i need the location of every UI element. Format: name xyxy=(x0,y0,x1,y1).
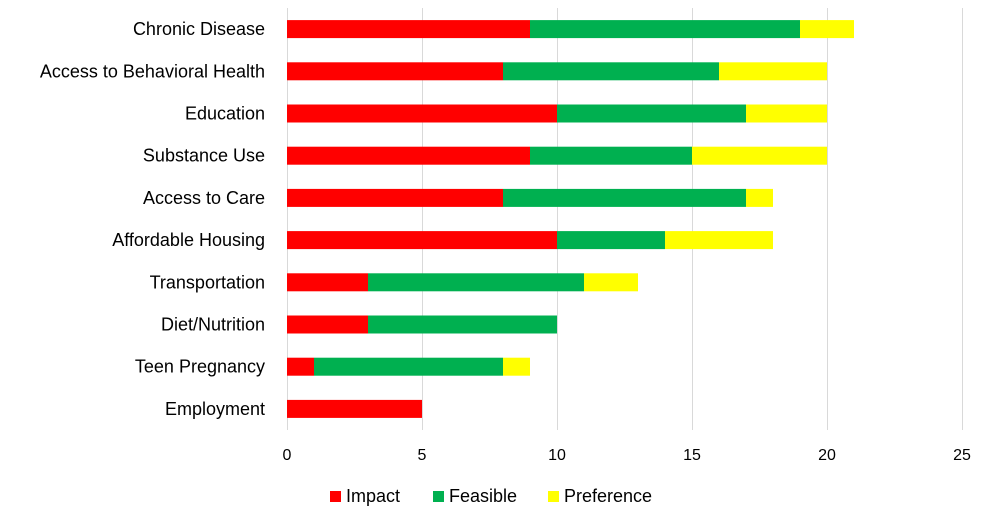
category-label: Chronic Disease xyxy=(133,19,265,39)
legend-label: Preference xyxy=(564,486,652,506)
bar-segment-impact xyxy=(287,399,422,418)
bar-segment-impact xyxy=(287,104,557,123)
bar-segment-feasible xyxy=(557,231,665,250)
bar-segment-feasible xyxy=(530,146,692,165)
x-tick-labels: 0 5 10 15 20 25 xyxy=(283,447,971,464)
legend-swatch-preference xyxy=(548,491,559,502)
bar-segment-impact xyxy=(287,20,530,39)
category-label: Education xyxy=(185,104,265,124)
bar-segment-impact xyxy=(287,188,503,207)
bar-segment-preference xyxy=(746,104,827,123)
category-label: Teen Pregnancy xyxy=(135,357,265,377)
bar-segment-feasible xyxy=(368,315,557,334)
legend-swatch-impact xyxy=(330,491,341,502)
legend-swatch-feasible xyxy=(433,491,444,502)
bar-segment-preference xyxy=(665,231,773,250)
bar-segment-impact xyxy=(287,146,530,165)
x-tick-label: 0 xyxy=(283,447,292,464)
category-labels: Chronic Disease Access to Behavioral Heal… xyxy=(40,19,265,419)
category-label: Substance Use xyxy=(143,146,265,166)
bar-segment-impact xyxy=(287,231,557,250)
category-label: Transportation xyxy=(150,272,265,292)
x-tick-label: 15 xyxy=(683,447,701,464)
bar-segment-feasible xyxy=(314,357,503,376)
bar-segment-preference xyxy=(800,20,854,39)
category-label: Employment xyxy=(165,399,265,419)
x-tick-label: 5 xyxy=(418,447,427,464)
bar-segment-preference xyxy=(746,188,773,207)
bar-segment-preference xyxy=(692,146,827,165)
category-label: Access to Care xyxy=(143,188,265,208)
x-tick-label: 25 xyxy=(953,447,971,464)
bar-segment-preference xyxy=(503,357,530,376)
bar-segment-feasible xyxy=(557,104,746,123)
legend-label: Feasible xyxy=(449,486,517,506)
bar-segment-feasible xyxy=(368,273,584,292)
bar-segment-impact xyxy=(287,357,314,376)
legend: Impact Feasible Preference xyxy=(330,486,652,506)
bar-segment-impact xyxy=(287,62,503,81)
category-label: Access to Behavioral Health xyxy=(40,61,265,81)
category-label: Diet/Nutrition xyxy=(161,315,265,335)
bars xyxy=(287,20,854,418)
bar-segment-feasible xyxy=(503,62,719,81)
bar-segment-feasible xyxy=(503,188,746,207)
bar-segment-preference xyxy=(719,62,827,81)
bar-segment-preference xyxy=(584,273,638,292)
x-tick-label: 10 xyxy=(548,447,566,464)
bar-segment-impact xyxy=(287,315,368,334)
legend-label: Impact xyxy=(346,486,400,506)
bar-segment-impact xyxy=(287,273,368,292)
category-label: Affordable Housing xyxy=(112,230,265,250)
bar-segment-feasible xyxy=(530,20,800,39)
x-tick-label: 20 xyxy=(818,447,836,464)
